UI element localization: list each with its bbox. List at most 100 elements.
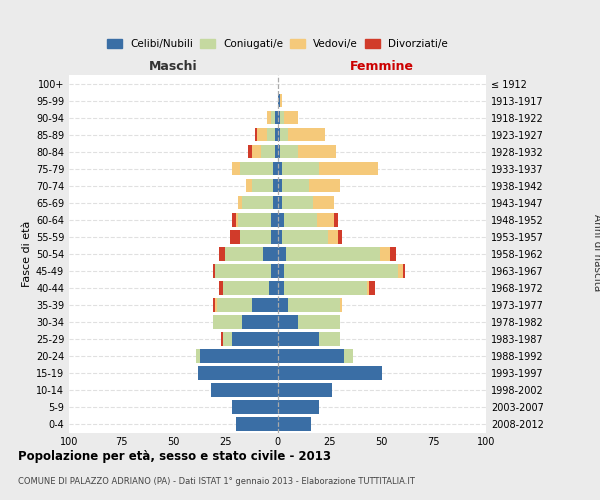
Bar bbox=[288, 128, 325, 141]
Bar bbox=[248, 145, 253, 158]
Bar bbox=[277, 417, 311, 431]
Bar bbox=[284, 264, 398, 278]
Bar bbox=[367, 281, 369, 294]
Bar bbox=[215, 264, 271, 278]
Text: Popolazione per età, sesso e stato civile - 2013: Popolazione per età, sesso e stato civil… bbox=[18, 450, 331, 463]
Bar bbox=[257, 128, 267, 141]
Bar bbox=[223, 332, 232, 345]
Bar bbox=[403, 264, 404, 278]
Bar bbox=[280, 111, 284, 124]
Bar bbox=[338, 230, 342, 243]
Bar bbox=[275, 128, 277, 141]
Legend: Celibi/Nubili, Coniugati/e, Vedovi/e, Divorziati/e: Celibi/Nubili, Coniugati/e, Vedovi/e, Di… bbox=[107, 39, 448, 50]
Bar bbox=[319, 332, 340, 345]
Bar bbox=[277, 264, 284, 278]
Bar bbox=[277, 213, 284, 226]
Bar bbox=[277, 383, 332, 397]
Bar bbox=[313, 196, 334, 209]
Bar bbox=[213, 298, 215, 312]
Text: COMUNE DI PALAZZO ADRIANO (PA) - Dati ISTAT 1° gennaio 2013 - Elaborazione TUTTI: COMUNE DI PALAZZO ADRIANO (PA) - Dati IS… bbox=[18, 478, 415, 486]
Text: Anni di nascita: Anni di nascita bbox=[592, 214, 600, 291]
Bar bbox=[213, 315, 242, 328]
Bar bbox=[238, 213, 271, 226]
Bar bbox=[277, 366, 382, 380]
Bar bbox=[281, 230, 328, 243]
Bar bbox=[254, 128, 257, 141]
Bar bbox=[215, 298, 217, 312]
Bar bbox=[213, 264, 215, 278]
Bar bbox=[277, 349, 344, 362]
Bar bbox=[261, 145, 275, 158]
Bar bbox=[217, 298, 253, 312]
Bar bbox=[226, 247, 263, 260]
Bar bbox=[277, 247, 286, 260]
Bar bbox=[274, 179, 277, 192]
Bar bbox=[277, 179, 281, 192]
Bar bbox=[298, 315, 340, 328]
Bar bbox=[274, 162, 277, 175]
Bar bbox=[277, 332, 319, 345]
Bar bbox=[271, 230, 277, 243]
Bar bbox=[284, 281, 367, 294]
Bar bbox=[232, 400, 277, 414]
Bar bbox=[281, 179, 309, 192]
Text: Maschi: Maschi bbox=[149, 60, 197, 74]
Bar bbox=[334, 213, 338, 226]
Bar bbox=[277, 196, 281, 209]
Bar bbox=[284, 111, 298, 124]
Bar bbox=[286, 247, 380, 260]
Bar bbox=[274, 196, 277, 209]
Bar bbox=[246, 179, 253, 192]
Bar bbox=[275, 145, 277, 158]
Bar bbox=[344, 349, 353, 362]
Bar bbox=[380, 247, 390, 260]
Bar bbox=[281, 196, 313, 209]
Bar bbox=[340, 298, 342, 312]
Bar bbox=[232, 162, 240, 175]
Bar bbox=[269, 281, 277, 294]
Bar bbox=[277, 94, 280, 108]
Bar bbox=[238, 196, 242, 209]
Bar bbox=[319, 162, 377, 175]
Bar bbox=[267, 128, 275, 141]
Bar bbox=[309, 179, 340, 192]
Text: Femmine: Femmine bbox=[350, 60, 414, 74]
Y-axis label: Fasce di età: Fasce di età bbox=[22, 220, 32, 287]
Bar bbox=[253, 179, 274, 192]
Bar bbox=[317, 213, 334, 226]
Bar bbox=[242, 315, 277, 328]
Bar bbox=[263, 247, 277, 260]
Bar bbox=[219, 247, 226, 260]
Bar bbox=[277, 111, 280, 124]
Bar bbox=[271, 111, 275, 124]
Bar bbox=[219, 281, 223, 294]
Bar bbox=[230, 230, 240, 243]
Bar bbox=[271, 264, 277, 278]
Bar bbox=[267, 111, 271, 124]
Bar bbox=[277, 145, 280, 158]
Bar bbox=[369, 281, 376, 294]
Bar bbox=[275, 111, 277, 124]
Bar bbox=[232, 213, 236, 226]
Bar bbox=[240, 230, 271, 243]
Bar bbox=[284, 213, 317, 226]
Bar bbox=[253, 145, 261, 158]
Bar bbox=[198, 366, 277, 380]
Bar bbox=[328, 230, 338, 243]
Bar bbox=[221, 332, 223, 345]
Bar bbox=[232, 332, 277, 345]
Bar bbox=[277, 128, 280, 141]
Bar bbox=[236, 417, 277, 431]
Bar bbox=[271, 213, 277, 226]
Bar bbox=[298, 145, 336, 158]
Bar bbox=[196, 349, 200, 362]
Bar bbox=[277, 230, 281, 243]
Bar bbox=[390, 247, 397, 260]
Bar bbox=[277, 298, 288, 312]
Bar bbox=[253, 298, 277, 312]
Bar bbox=[277, 315, 298, 328]
Bar bbox=[280, 145, 298, 158]
Bar bbox=[242, 196, 274, 209]
Bar bbox=[280, 94, 281, 108]
Bar bbox=[277, 400, 319, 414]
